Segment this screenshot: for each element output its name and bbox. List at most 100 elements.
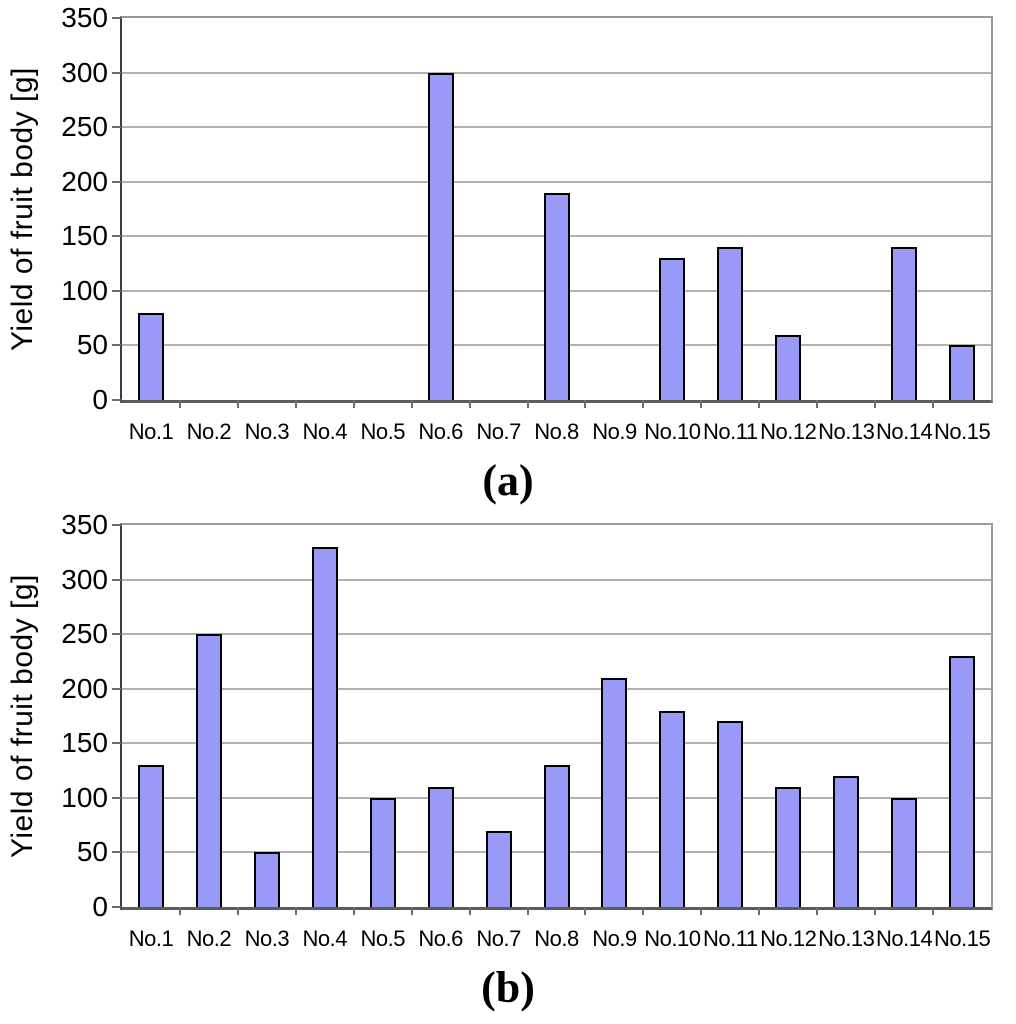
x-tick-mark-14 (932, 400, 935, 408)
bar-slot-No.10 (643, 525, 701, 907)
y-tick-label-100: 100 (61, 781, 108, 813)
y-tick-label-0: 0 (92, 891, 108, 922)
bar-No.13 (833, 776, 860, 907)
bar-No.7 (485, 830, 512, 907)
gridline-200 (122, 180, 991, 183)
bar-slot-No.11 (701, 18, 759, 400)
x-tick-mark-9 (642, 400, 645, 408)
x-tick-mark-8 (584, 400, 587, 408)
bar-No.6 (427, 72, 454, 400)
x-axis-labels: No.1 No.2 No.3 No.4 No.5 No.6 No.7 No.8 No.9 No.1… (122, 925, 991, 953)
gridline-200 (122, 687, 991, 690)
y-axis-ticks: 0 50 100 150 200 250 300 350 (0, 510, 108, 922)
y-tick-label-200: 200 (61, 672, 108, 704)
y-tick-label-300: 300 (61, 56, 108, 88)
y-tick-mark-150 (112, 235, 121, 238)
bar-slot-No.9 (586, 18, 644, 400)
y-tick-mark-350 (112, 17, 121, 19)
y-tick-label-150: 150 (61, 220, 108, 252)
y-tick-label-50: 50 (76, 836, 108, 868)
bar-slot-No.12 (759, 18, 817, 400)
x-label-No.3: No.3 (244, 419, 290, 444)
x-tick-mark-9 (642, 907, 645, 915)
panel-caption-a: (a) (482, 456, 534, 505)
x-tick-mark-5 (410, 907, 413, 915)
x-label-No.2: No.2 (186, 419, 232, 444)
x-label-No.4: No.4 (302, 419, 348, 444)
x-label-No.8: No.8 (534, 926, 579, 951)
gridline-300 (122, 71, 991, 74)
bar-slot-No.4 (296, 525, 354, 907)
x-tick-mark-8 (584, 907, 587, 915)
y-tick-label-50: 50 (76, 329, 108, 361)
x-tick-mark-12 (816, 400, 819, 408)
chart-panel-b: Yield of fruit body [g] 0 50 100 150 200 250 3… (0, 507, 1016, 1024)
bars (122, 525, 991, 907)
y-tick-label-100: 100 (61, 274, 108, 306)
bars (122, 18, 991, 400)
x-label-No.15: No.15 (933, 419, 991, 444)
panel-caption-b: (b) (481, 963, 535, 1012)
bar-slot-No.6 (412, 525, 470, 907)
y-tick-mark-200 (112, 180, 121, 183)
x-label-No.12: No.12 (760, 926, 817, 951)
y-tick-mark-250 (112, 126, 121, 129)
y-tick-mark-150 (112, 742, 121, 745)
y-tick-label-350: 350 (61, 509, 108, 540)
bar-slot-No.14 (875, 18, 933, 400)
bar-slot-No.12 (759, 525, 817, 907)
x-label-No.9: No.9 (592, 419, 637, 444)
y-tick-label-250: 250 (61, 618, 108, 650)
x-tick-mark-12 (816, 907, 819, 915)
bar-No.1 (137, 312, 164, 400)
x-tick-mark-6 (468, 907, 471, 915)
x-label-No.14: No.14 (876, 926, 933, 951)
x-axis-labels: No.1 No.2 No.3 No.4 No.5 No.6 No.7 No.8 No.9 No.1… (122, 418, 991, 446)
x-tick-mark-11 (758, 907, 761, 915)
bar-slot-No.9 (586, 525, 644, 907)
bar-No.15 (949, 655, 976, 907)
x-label-No.3: No.3 (244, 926, 290, 951)
bar-No.9 (601, 677, 628, 907)
x-label-No.15: No.15 (933, 926, 991, 951)
x-label-No.11: No.11 (703, 419, 758, 444)
gridline-250 (122, 633, 991, 636)
bar-slot-No.11 (701, 525, 759, 907)
bar-No.8 (543, 192, 570, 400)
y-tick-mark-300 (112, 71, 121, 74)
x-tick-mark-2 (236, 400, 239, 408)
bar-No.12 (775, 786, 802, 907)
y-tick-label-250: 250 (61, 111, 108, 143)
x-label-No.1: No.1 (128, 926, 174, 951)
x-tick-mark-3 (294, 400, 297, 408)
gridline-300 (122, 578, 991, 581)
x-label-No.5: No.5 (360, 926, 405, 951)
gridline-150 (122, 742, 991, 745)
bar-slot-No.10 (643, 18, 701, 400)
x-label-No.6: No.6 (418, 419, 463, 444)
x-tick-mark-14 (932, 907, 935, 915)
bar-slot-No.3 (238, 525, 296, 907)
y-tick-mark-100 (112, 289, 121, 292)
bar-No.5 (369, 797, 396, 907)
x-label-No.1: No.1 (128, 419, 174, 444)
bar-No.15 (949, 345, 976, 400)
x-tick-mark-13 (874, 907, 877, 915)
y-tick-mark-100 (112, 796, 121, 799)
x-tick-mark-5 (410, 400, 413, 408)
x-tick-mark-10 (700, 907, 703, 915)
bar-slot-No.15 (933, 18, 991, 400)
x-tick-mark-6 (468, 400, 471, 408)
x-label-No.2: No.2 (186, 926, 232, 951)
x-label-No.12: No.12 (760, 419, 817, 444)
y-tick-label-0: 0 (92, 384, 108, 415)
bar-slot-No.8 (528, 525, 586, 907)
x-label-No.6: No.6 (418, 926, 463, 951)
x-tick-mark-3 (294, 907, 297, 915)
x-label-No.13: No.13 (818, 926, 875, 951)
bar-slot-No.14 (875, 525, 933, 907)
chart-panel-a: Yield of fruit body [g] 0 50 100 150 200 250 3… (0, 0, 1016, 507)
bar-slot-No.13 (817, 18, 875, 400)
bar-No.11 (717, 721, 744, 907)
bar-No.14 (891, 797, 918, 907)
